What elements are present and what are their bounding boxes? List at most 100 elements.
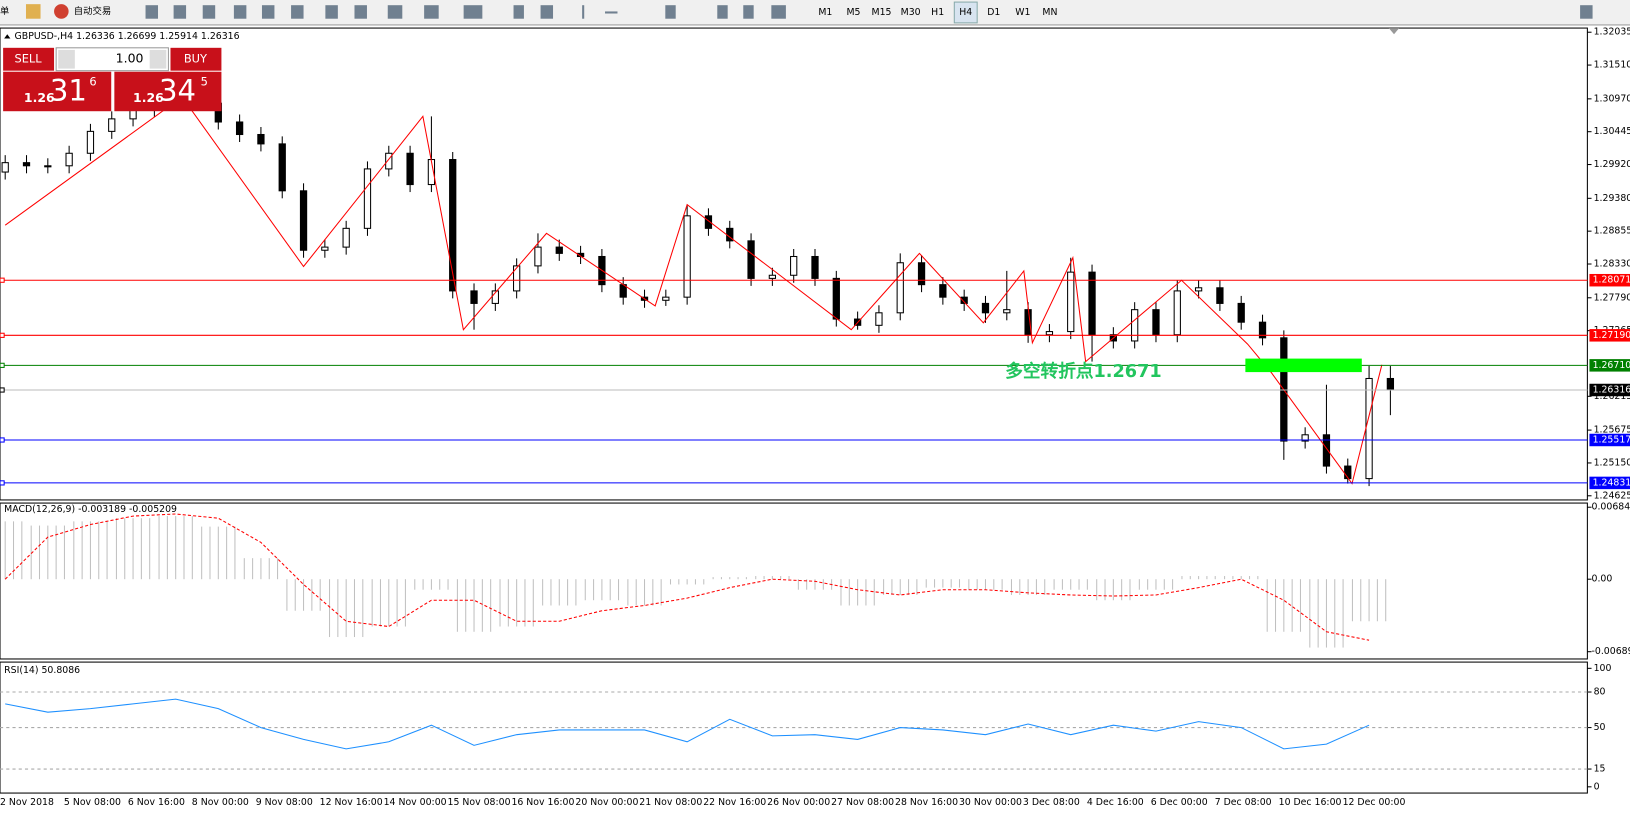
- lot-down[interactable]: [58, 49, 75, 69]
- timeframe[interactable]: M5: [846, 7, 860, 18]
- candle-body: [1067, 271, 1075, 333]
- candle-body: [917, 262, 926, 286]
- x-tick-label: 30 Nov 00:00: [959, 797, 1022, 808]
- trade-panel: SELL 1.00 BUY 1.26 31 6 1.26 34 5: [3, 47, 222, 112]
- sell-button[interactable]: [3, 47, 55, 71]
- timeframe[interactable]: D1: [987, 7, 1000, 18]
- candle-body: [22, 162, 31, 167]
- timeframe[interactable]: M30: [901, 7, 921, 18]
- toolbar-icons: [145, 5, 1593, 19]
- candle-body: [1173, 290, 1181, 336]
- candle-body: [1216, 287, 1224, 304]
- candle-body: [747, 240, 755, 279]
- lot-value[interactable]: 1.00: [116, 51, 144, 66]
- level-tag: [1589, 433, 1630, 447]
- y-tick-label: 1.27790: [1594, 292, 1630, 303]
- rsi-line: [5, 698, 1370, 750]
- y-tick-label: 1.29920: [1594, 159, 1630, 170]
- level-tag: [1589, 329, 1630, 342]
- candle-body: [1344, 465, 1352, 480]
- auto-trade[interactable]: 自动交易: [74, 5, 111, 17]
- candle-body: [1045, 331, 1054, 336]
- candle-body: [981, 302, 990, 314]
- buy-price-box[interactable]: [114, 71, 222, 112]
- candle-body: [875, 312, 883, 326]
- icon[interactable]: [25, 4, 41, 19]
- icon[interactable]: [54, 4, 69, 19]
- lot-up[interactable]: [149, 49, 167, 69]
- candle-body: [1322, 434, 1331, 467]
- candle-body: [683, 215, 691, 298]
- sell-price-pips: 31: [50, 74, 87, 108]
- x-tick-label: 4 Dec 16:00: [1087, 797, 1144, 808]
- buy-button[interactable]: [170, 47, 222, 71]
- buy-price-big: 1.26: [133, 90, 164, 105]
- level-handle: [0, 387, 5, 393]
- annotation-box: [1245, 358, 1362, 373]
- zigzag: [4, 96, 1383, 485]
- timeframe[interactable]: M15: [872, 7, 892, 18]
- candle-body: [1194, 287, 1203, 292]
- x-tick-label: 8 Nov 00:00: [192, 797, 249, 808]
- candle-body: [1386, 377, 1395, 391]
- candle-body: [513, 265, 521, 292]
- y-tick-label: 0.006844: [1592, 502, 1630, 513]
- timeframe[interactable]: H1: [931, 7, 944, 18]
- x-tick-label: 12 Nov 16:00: [320, 797, 383, 808]
- lot-input[interactable]: [55, 47, 169, 72]
- shift-marker: [1388, 28, 1400, 35]
- x-tick-label: 16 Nov 16:00: [511, 797, 574, 808]
- candle-body: [299, 190, 308, 251]
- candle-body: [491, 290, 499, 304]
- x-tick-label: 6 Nov 16:00: [128, 797, 185, 808]
- macd-title: MACD(12,26,9) -0.003189 -0.005209: [4, 504, 177, 515]
- y-tick-label: 80: [1594, 687, 1606, 698]
- candle-body: [108, 118, 116, 132]
- candle-body: [86, 130, 95, 154]
- candle-body: [44, 165, 52, 168]
- x-tick-label: 26 Nov 00:00: [767, 797, 830, 808]
- macd-panel: [0, 502, 1588, 660]
- y-tick-label: 1.29380: [1594, 193, 1630, 204]
- y-tick-label: 0: [1594, 781, 1600, 792]
- sell-label[interactable]: SELL: [14, 52, 42, 66]
- y-tick-label: 0.00: [1592, 574, 1613, 585]
- level-handle: [0, 480, 5, 486]
- menu-item[interactable]: 单: [0, 5, 9, 17]
- timeframe[interactable]: H4: [959, 7, 972, 18]
- candle-body: [534, 246, 542, 267]
- x-tick-label: 10 Dec 16:00: [1279, 797, 1342, 808]
- timeframe[interactable]: W1: [1015, 7, 1030, 18]
- sell-price-box[interactable]: [3, 71, 112, 112]
- chart-title: GBPUSD-,H4 1.26336 1.26699 1.25914 1.263…: [15, 31, 240, 42]
- x-tick-label: 20 Nov 00:00: [575, 797, 638, 808]
- level-handle: [0, 332, 5, 338]
- candle-body: [1088, 271, 1096, 336]
- y-tick-label: 1.25150: [1594, 457, 1630, 468]
- candle-body: [1003, 309, 1011, 314]
- x-tick-label: 2 Nov 2018: [0, 797, 54, 808]
- level-handle: [0, 362, 5, 368]
- buy-label[interactable]: BUY: [184, 52, 207, 66]
- y-tick-label: 15: [1594, 764, 1606, 775]
- candle-body: [555, 246, 563, 254]
- x-tick-label: 9 Nov 08:00: [256, 797, 313, 808]
- candle-body: [811, 255, 819, 279]
- candle-body: [790, 255, 798, 276]
- candle-body: [896, 262, 904, 314]
- level-handle: [0, 277, 5, 283]
- y-tick-label: 1.28330: [1594, 259, 1630, 270]
- y-tick-label: 100: [1594, 663, 1612, 674]
- x-tick-label: 15 Nov 08:00: [448, 797, 511, 808]
- timeframe[interactable]: MN: [1042, 7, 1057, 18]
- timeframe[interactable]: M1: [818, 7, 832, 18]
- y-tick-label: 1.26215: [1594, 391, 1630, 402]
- level-label: 1.26710: [1593, 360, 1630, 371]
- candle-body: [1258, 321, 1267, 339]
- candle-body: [65, 152, 73, 167]
- candle-body: [960, 296, 968, 304]
- candle-body: [1131, 309, 1139, 342]
- rsi-title: RSI(14) 50.8086: [4, 665, 80, 676]
- y-tick-label: 1.31510: [1594, 60, 1630, 71]
